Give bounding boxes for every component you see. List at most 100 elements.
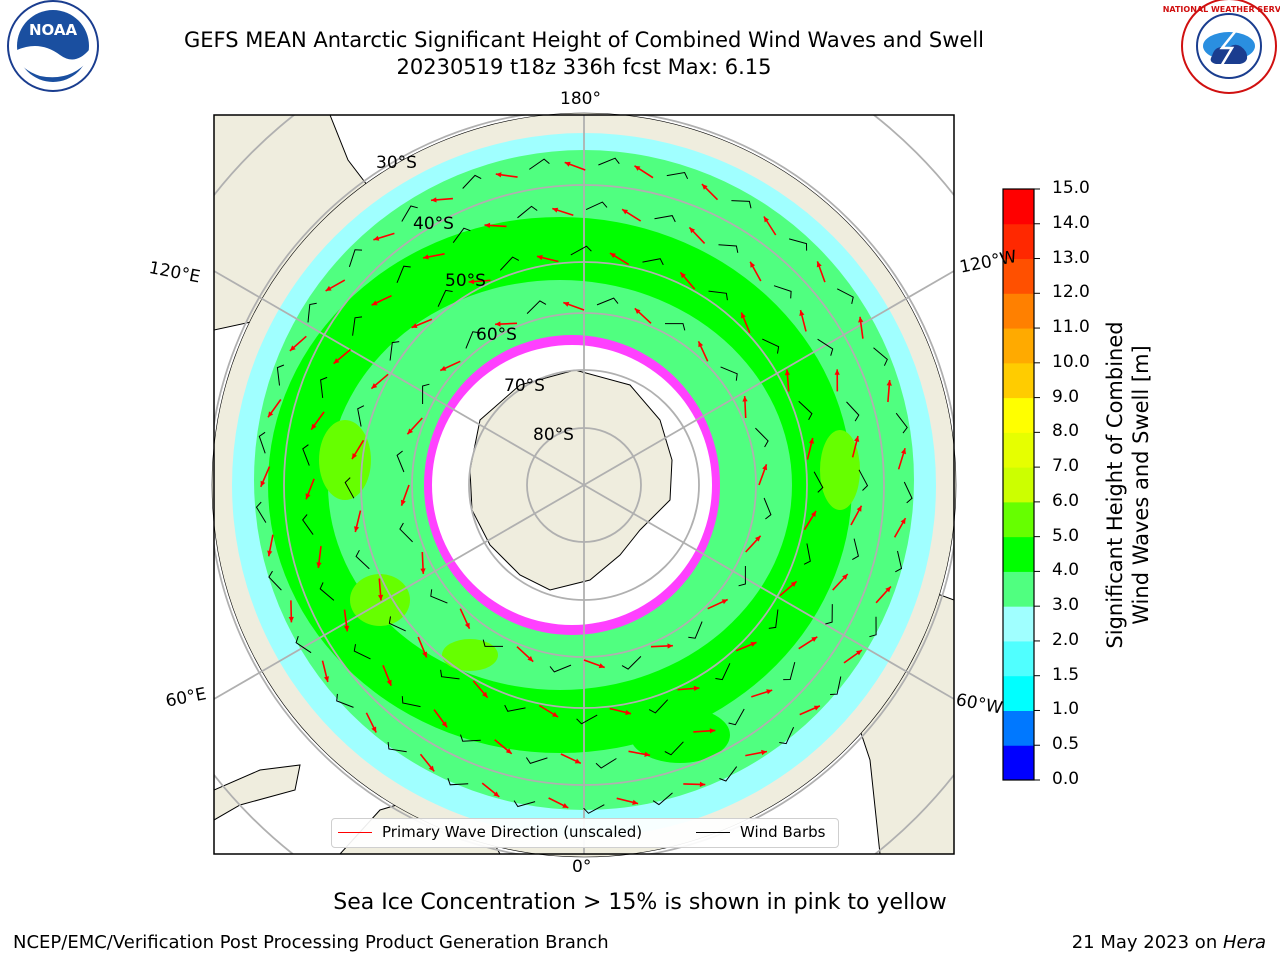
lat-label-80s: 80°S <box>533 425 574 445</box>
wind-barb <box>585 201 608 211</box>
wave-arrow-head <box>698 341 704 348</box>
colorbar-tick-label: 6.0 <box>1052 490 1080 511</box>
wind-barb <box>396 450 405 473</box>
nws-logo-text: NATIONAL WEATHER SERVICE <box>1163 5 1280 14</box>
wave-arrow-head <box>288 616 294 623</box>
wave-arrow-head <box>813 705 820 711</box>
wind-barb <box>773 285 792 299</box>
wind-barb <box>499 256 520 271</box>
wave-arrow-head <box>766 689 773 695</box>
wave-arrow-head <box>709 728 716 734</box>
wave-arrow-head <box>537 255 543 261</box>
wind-barb <box>295 635 312 654</box>
wave-arrow-head <box>632 799 639 805</box>
wind-barb <box>895 550 903 573</box>
wave-arrow-head <box>598 663 605 669</box>
wave-arrow-head <box>260 480 266 487</box>
legend-entry-barbs: Wind Barbs <box>696 823 825 841</box>
wind-barb <box>525 757 548 764</box>
legend-swatch-barbs <box>696 832 730 833</box>
colorbar-segment <box>1003 536 1034 572</box>
wave-arrow-head <box>856 505 862 512</box>
wind-barb <box>348 249 363 268</box>
wave-arrow-head <box>311 423 317 430</box>
lon-label-180: 180° <box>560 89 601 109</box>
wave-arrow-head <box>808 438 814 444</box>
wind-barb <box>719 766 738 782</box>
colorbar-tick-label: 10.0 <box>1052 351 1090 372</box>
colorbar-segment <box>1003 467 1034 503</box>
lat-label-60s: 60°S <box>476 325 517 345</box>
wave-arrow-head <box>816 261 822 268</box>
wind-barb <box>504 704 526 712</box>
lat-label-50s: 50°S <box>445 271 486 291</box>
wind-barb <box>779 726 795 745</box>
wind-barb <box>422 383 430 404</box>
colorbar-title: Significant Height of Combined Wind Wave… <box>1102 321 1154 648</box>
colorbar-tick-label: 12.0 <box>1052 282 1090 303</box>
noaa-logo-text: NOAA <box>29 21 78 39</box>
colorbar-tick-label: 11.0 <box>1052 317 1090 338</box>
wind-barb <box>401 205 418 222</box>
colorbar-tick-label: 13.0 <box>1052 247 1090 268</box>
wave-arrow-head <box>634 165 641 171</box>
wind-barb <box>648 699 669 714</box>
wind-barb <box>526 300 547 314</box>
colorbar-tick-label: 14.0 <box>1052 212 1090 233</box>
wave-arrow-head <box>420 568 426 574</box>
wind-barb <box>642 258 664 266</box>
colorbar-segment <box>1003 397 1034 433</box>
colorbar-tick-label: 8.0 <box>1052 421 1080 442</box>
wave-arrow-head <box>750 642 757 647</box>
wind-barb <box>783 661 796 681</box>
wind-barb <box>319 582 335 601</box>
wave-arrow-head <box>552 712 559 717</box>
wave-arrow-head <box>354 526 360 532</box>
wave-arrow-head <box>440 365 447 371</box>
wave-arrow-head <box>441 721 448 728</box>
colorbar-tick-label: 0.0 <box>1052 769 1080 789</box>
wind-barb <box>720 366 738 381</box>
wave-arrow-head <box>701 184 708 190</box>
wind-barb <box>873 347 888 366</box>
colorbar-title-line2: Wind Waves and Swell [m] <box>1129 345 1153 625</box>
wave-arrow-head <box>699 781 706 787</box>
wind-barb <box>430 589 448 604</box>
wind-barb <box>437 289 453 307</box>
wave-arrow-head <box>689 227 695 234</box>
wave-arrow-head <box>763 216 769 223</box>
wave-arrow-head <box>755 535 761 542</box>
colorbar-segment <box>1003 223 1034 260</box>
wave-arrow-head <box>268 411 274 418</box>
wave-arrow-head <box>644 751 651 757</box>
wave-arrow-head <box>386 679 392 686</box>
wind-barb <box>302 444 310 466</box>
wave-arrow-head <box>373 235 380 241</box>
colorbar-segment <box>1003 571 1034 607</box>
wave-arrow-head <box>742 396 748 402</box>
colorbar-tick-label: 4.0 <box>1052 560 1080 581</box>
colorbar-segment <box>1003 432 1034 468</box>
wind-barb <box>529 158 550 170</box>
graticule <box>214 115 954 854</box>
chart-subtitle: 20230519 t18z 336h fcst Max: 6.15 <box>396 55 772 79</box>
wind-barb <box>798 400 813 421</box>
wind-barb <box>388 616 406 632</box>
legend-label-barbs: Wind Barbs <box>740 823 826 841</box>
wind-barb <box>570 245 592 256</box>
wave-arrow-head <box>858 316 864 323</box>
legend-entry-wave: Primary Wave Direction (unscaled) <box>338 823 642 841</box>
wind-barb <box>399 522 413 543</box>
wave-direction-arrows <box>260 161 907 809</box>
wind-barb <box>598 157 620 166</box>
wave-arrow-head <box>634 308 641 314</box>
wave-arrow-head <box>834 369 840 375</box>
antarctica-land <box>469 369 673 591</box>
wave-arrow-head <box>854 436 860 442</box>
wave-arrow-head <box>371 726 377 733</box>
wind-barb <box>762 338 780 354</box>
wave-arrow-head <box>378 594 384 601</box>
wave-arrow-head <box>400 499 406 506</box>
wave-arrow-head <box>464 622 470 629</box>
wave-arrow-head <box>667 643 673 649</box>
